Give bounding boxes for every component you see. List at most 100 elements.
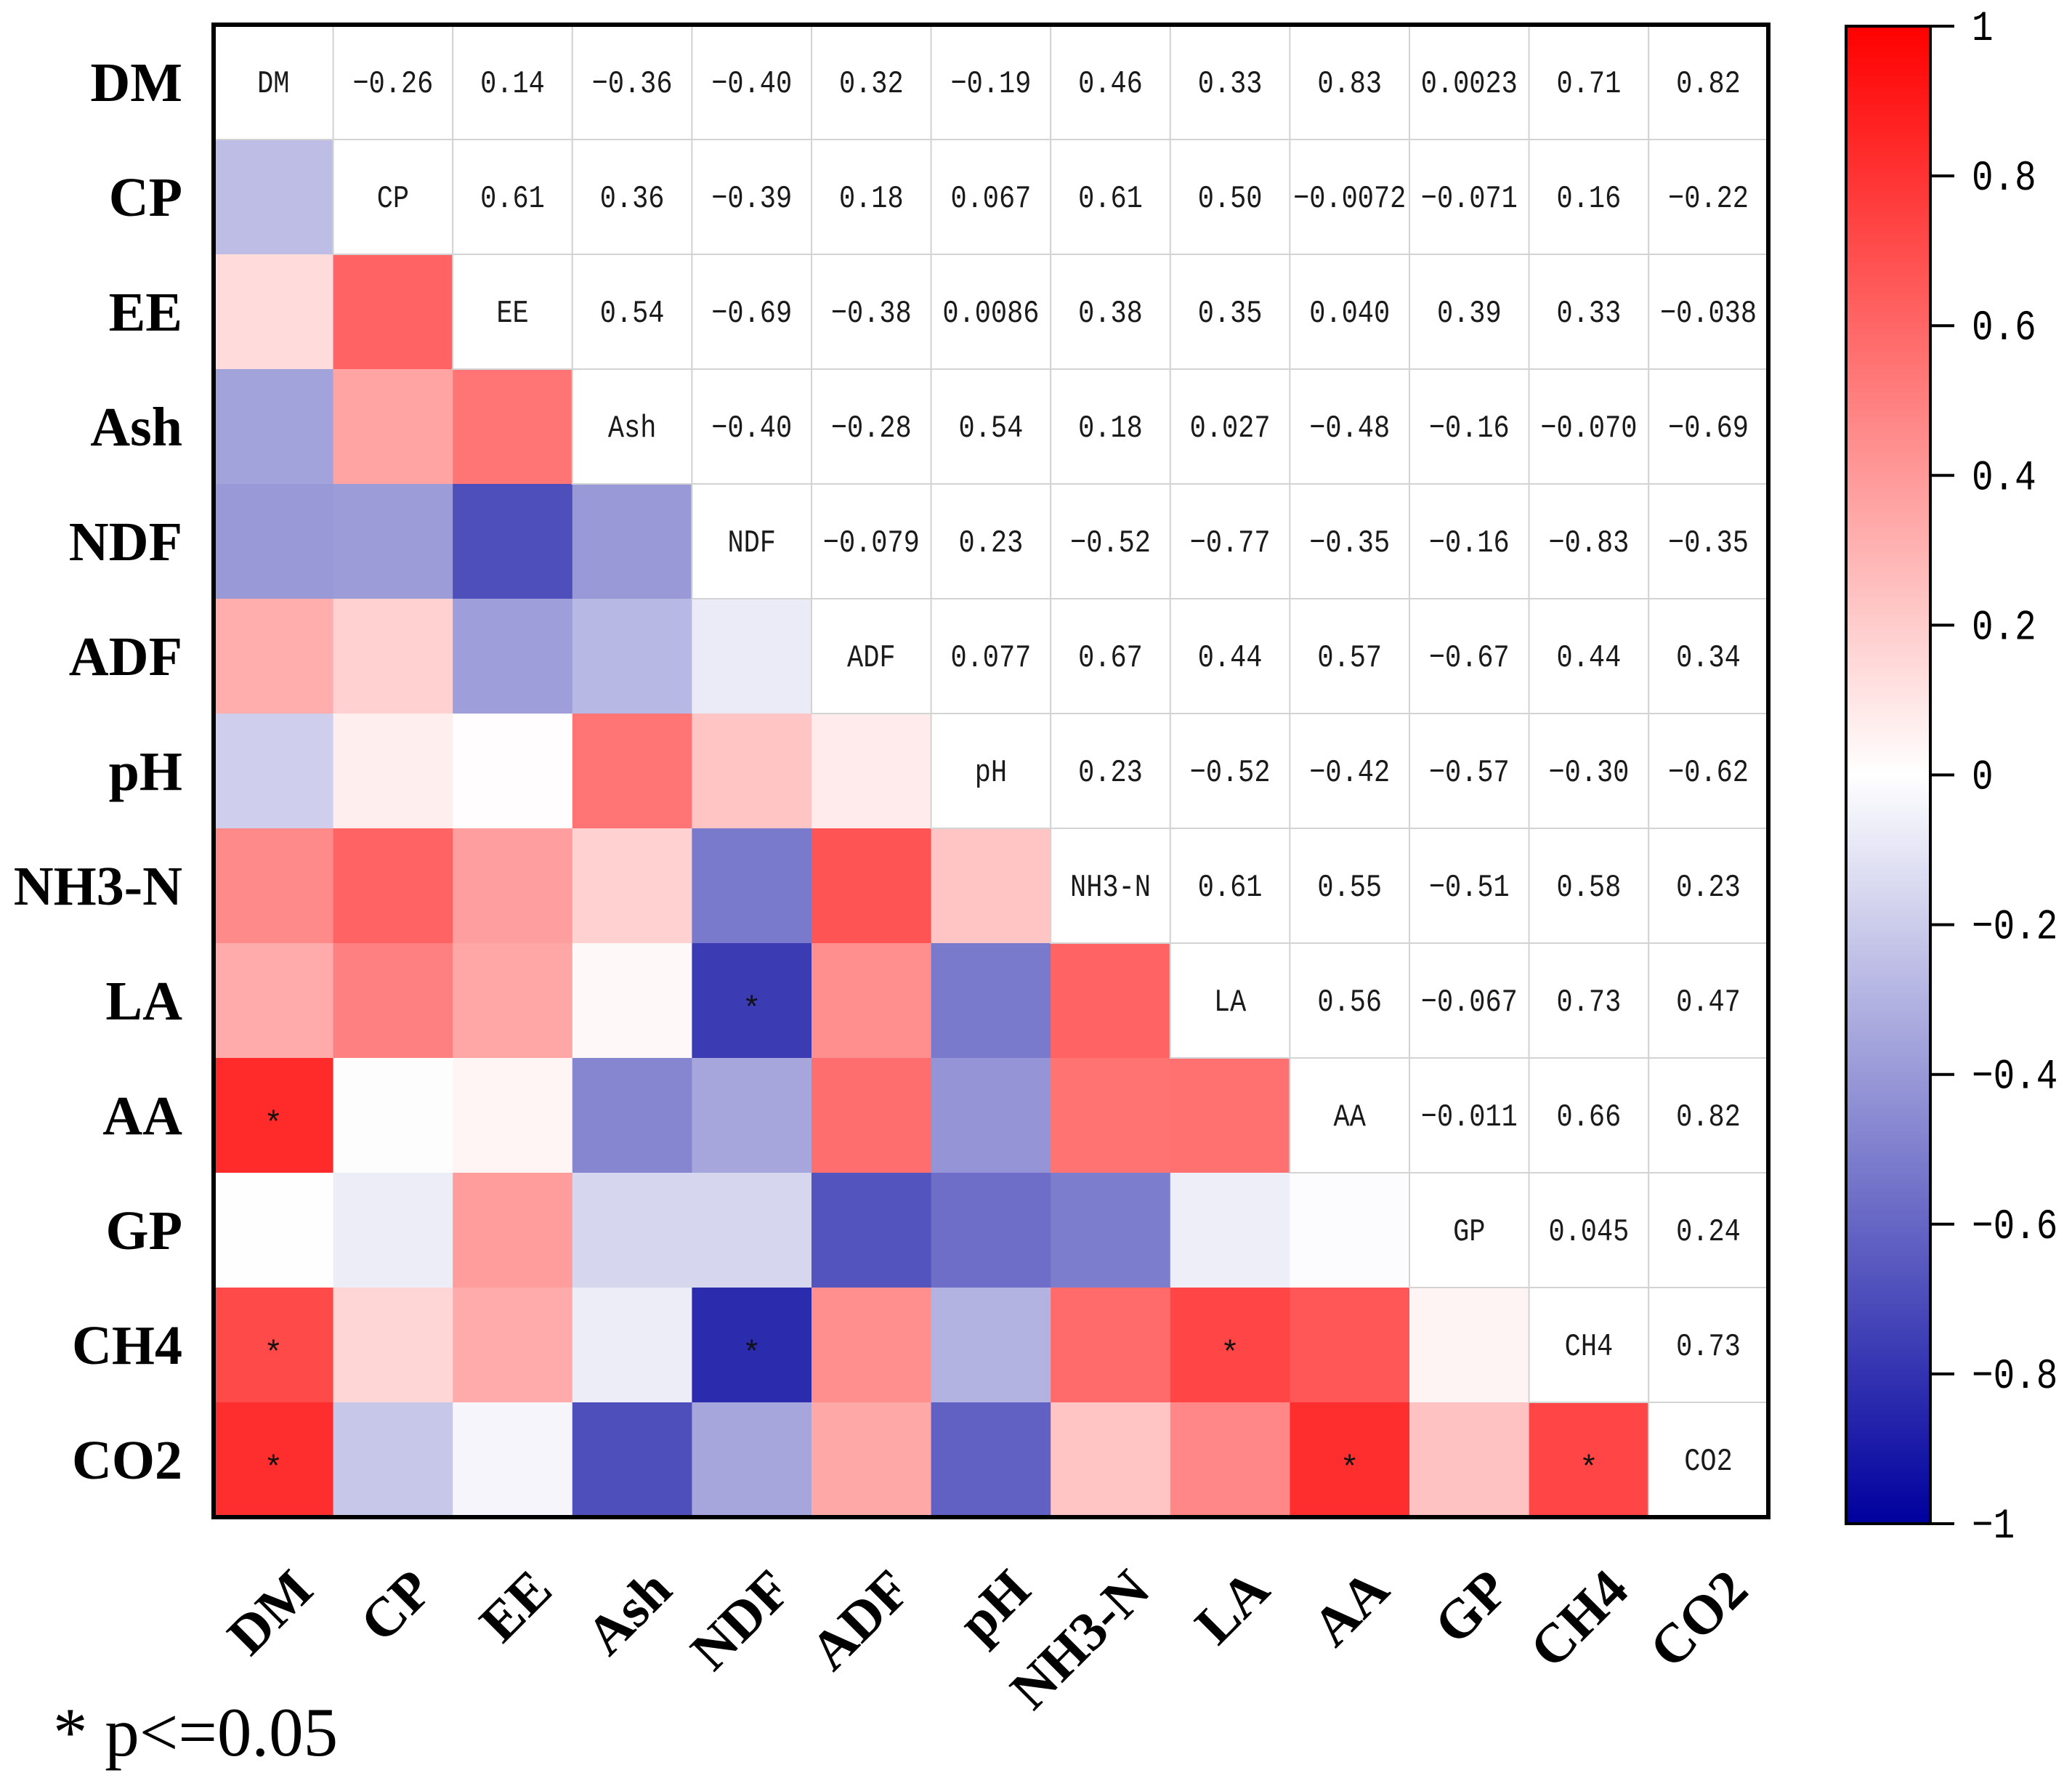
- cell-value-label: 0.82: [1676, 1099, 1741, 1136]
- heatmap-cell: [1051, 943, 1171, 1059]
- diagonal-label: DM: [257, 66, 289, 102]
- cell-value-label: 0.61: [480, 181, 545, 217]
- value-cell: [1528, 254, 1650, 370]
- heatmap-cell: [214, 1402, 334, 1518]
- heatmap-cell: [333, 484, 453, 599]
- value-cell: [1289, 368, 1411, 485]
- diagonal-cell: [1050, 828, 1171, 944]
- heatmap-cell: [1051, 1058, 1171, 1173]
- heatmap-cell: [812, 1173, 932, 1288]
- heatmap-cell: [692, 599, 812, 714]
- value-cell: [811, 139, 932, 255]
- cell-value-label: 0.32: [839, 66, 904, 102]
- cell-value-label: −0.42: [1309, 755, 1390, 791]
- heatmap-cell: [812, 828, 932, 944]
- heatmap-cell: [333, 369, 453, 485]
- heatmap-cell: [333, 1402, 453, 1518]
- heatmap-cell: [572, 1173, 692, 1288]
- value-cell: [1169, 483, 1291, 599]
- value-cell: [1289, 942, 1411, 1059]
- value-cell: [691, 24, 813, 140]
- heatmap-cells: [213, 24, 1769, 1518]
- value-cell: [1528, 713, 1650, 829]
- heatmap-cell: [333, 254, 453, 370]
- cell-value-label: −0.62: [1668, 755, 1749, 791]
- heatmap-cell: [453, 484, 573, 599]
- colorbar-tick-label: 0.6: [1972, 305, 2036, 353]
- heatmap-cell: [453, 599, 573, 714]
- heatmap-cell: [692, 1288, 812, 1403]
- cell-value-label: 0.47: [1676, 985, 1741, 1021]
- heatmap-cell: [214, 484, 334, 599]
- heatmap-cell: [1051, 1173, 1171, 1288]
- heatmap-cell: [453, 714, 573, 829]
- heatmap-cell: [812, 943, 932, 1059]
- column-label: DM: [216, 1559, 324, 1667]
- value-cell: [930, 368, 1052, 485]
- significance-marker: *: [264, 1451, 283, 1487]
- cell-value-label: 0.73: [1557, 985, 1622, 1021]
- heatmap-cell: [1409, 1402, 1530, 1518]
- heatmap-cell: [931, 1288, 1051, 1403]
- cell-value-label: −0.30: [1548, 755, 1629, 791]
- cell-value-label: −0.48: [1309, 411, 1390, 447]
- heatmap-cell: [692, 714, 812, 829]
- significance-marker: *: [742, 992, 761, 1028]
- cell-value-label: −0.28: [831, 411, 912, 447]
- cell-value-label: 0.34: [1676, 640, 1741, 676]
- column-label: NH3-N: [999, 1559, 1162, 1721]
- value-cell: [1050, 368, 1171, 485]
- diagonal-cell: [930, 713, 1052, 829]
- row-label: LA: [105, 971, 182, 1032]
- heatmap-cell: [214, 714, 334, 829]
- cell-value-label: 0.35: [1198, 296, 1263, 332]
- heatmap-cell: [1290, 1173, 1410, 1288]
- cell-value-label: 0.44: [1557, 640, 1622, 676]
- heatmap-cell: [453, 1058, 573, 1173]
- heatmap-cell: [931, 828, 1051, 944]
- value-cell: [1050, 254, 1171, 370]
- column-label: ADF: [798, 1559, 922, 1682]
- value-cell: [930, 24, 1052, 140]
- cell-value-label: 0.71: [1557, 66, 1622, 102]
- value-cell: [1528, 483, 1650, 599]
- heatmap-cell: [931, 1402, 1051, 1518]
- row-label: CP: [109, 167, 182, 228]
- cell-value-label: −0.40: [711, 66, 792, 102]
- value-cell: [571, 254, 693, 370]
- cell-value-label: 0.067: [950, 181, 1031, 217]
- row-label: ADF: [69, 626, 182, 687]
- row-label: AA: [102, 1086, 182, 1147]
- heatmap-cell: [931, 943, 1051, 1059]
- column-label: CP: [349, 1559, 444, 1654]
- colorbar-tick-label: 0.8: [1972, 155, 2036, 203]
- colorbar-tick-label: −0.8: [1972, 1353, 2057, 1401]
- cell-value-label: 0.18: [839, 181, 904, 217]
- cell-value-label: 0.66: [1557, 1099, 1622, 1136]
- row-label: EE: [109, 282, 182, 343]
- value-cell: [1528, 1057, 1650, 1173]
- cell-value-label: 0.14: [480, 66, 545, 102]
- row-label: DM: [90, 52, 182, 113]
- cell-value-label: −0.070: [1540, 411, 1637, 447]
- colorbar-tick-label: −0.4: [1972, 1054, 2057, 1102]
- colorbar-tick-label: 0.2: [1972, 605, 2036, 652]
- column-label: EE: [468, 1559, 563, 1654]
- value-cell: [1409, 713, 1530, 829]
- heatmap-cell: [572, 1288, 692, 1403]
- column-label: AA: [1301, 1559, 1401, 1658]
- cell-value-label: −0.57: [1429, 755, 1510, 791]
- cell-value-label: −0.079: [823, 525, 920, 562]
- cell-value-label: 0.50: [1198, 181, 1263, 217]
- heatmap-cell: [453, 1173, 573, 1288]
- heatmap-cell: [692, 1402, 812, 1518]
- heatmap-cell: [572, 484, 692, 599]
- cell-value-label: 0.39: [1437, 296, 1502, 332]
- column-label: NDF: [679, 1559, 803, 1682]
- cell-value-label: −0.0072: [1293, 181, 1406, 217]
- value-cell: [1169, 598, 1291, 714]
- heatmap-cell: [1290, 1288, 1410, 1403]
- cell-value-label: −0.39: [711, 181, 792, 217]
- heatmap-cell: [1290, 1402, 1410, 1518]
- cell-value-label: −0.36: [592, 66, 673, 102]
